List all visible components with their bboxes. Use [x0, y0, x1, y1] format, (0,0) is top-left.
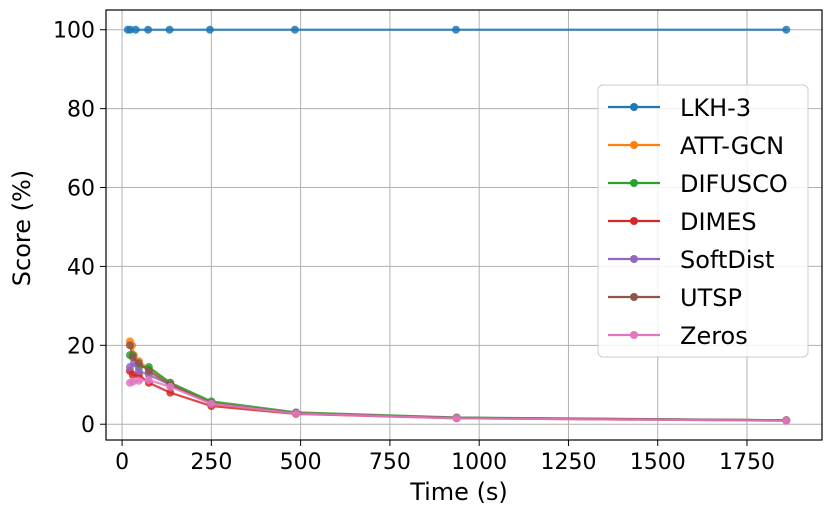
series-line-dimes [129, 370, 787, 422]
x-tick-label: 1500 [630, 450, 686, 475]
data-point-lkh-3 [205, 25, 214, 34]
series-zeros [125, 376, 791, 425]
data-point-zeros [166, 382, 175, 391]
y-tick-label: 40 [67, 255, 95, 280]
y-axis-label: Score (%) [8, 170, 36, 286]
legend-marker [630, 103, 638, 111]
x-tick-label: 500 [280, 450, 322, 475]
legend-marker [630, 255, 638, 263]
legend-label: UTSP [680, 284, 742, 312]
legend-item-lkh-3: LKH-3 [608, 94, 751, 122]
series-line-softdist [129, 361, 787, 422]
legend-label: DIFUSCO [680, 170, 788, 198]
legend-item-dimes: DIMES [608, 208, 757, 236]
data-point-lkh-3 [290, 25, 299, 34]
legend-label: Zeros [680, 322, 748, 350]
legend-label: ATT-GCN [680, 132, 784, 160]
series-line-difusco [129, 354, 787, 422]
y-tick-label: 100 [53, 19, 95, 44]
y-tick-label: 0 [81, 413, 95, 438]
data-point-utsp [134, 359, 143, 368]
series-lkh-3 [123, 25, 791, 34]
y-tick-label: 80 [67, 98, 95, 123]
legend-item-zeros: Zeros [608, 322, 748, 350]
x-axis-label: Time (s) [409, 478, 508, 506]
x-tick-label: 250 [190, 450, 232, 475]
legend-marker [630, 331, 638, 339]
data-point-zeros [144, 376, 153, 385]
data-point-lkh-3 [165, 25, 174, 34]
data-point-zeros [782, 416, 791, 425]
x-tick-label: 750 [369, 450, 411, 475]
data-point-softdist [134, 366, 143, 375]
legend-item-att-gcn: ATT-GCN [608, 132, 784, 160]
data-point-zeros [207, 399, 216, 408]
data-point-zeros [452, 414, 461, 423]
legend-marker [630, 141, 638, 149]
x-tick-label: 1750 [719, 450, 775, 475]
series-difusco [125, 351, 791, 425]
legend-label: SoftDist [680, 246, 774, 274]
legend-box [597, 84, 809, 358]
data-point-lkh-3 [131, 25, 140, 34]
data-point-zeros [128, 377, 137, 386]
legend-item-difusco: DIFUSCO [608, 170, 788, 198]
data-point-utsp [125, 341, 134, 350]
plot-frame [105, 9, 823, 441]
series-group [123, 25, 791, 425]
data-point-utsp [144, 366, 153, 375]
data-point-dimes [128, 370, 137, 379]
data-point-zeros [134, 376, 143, 385]
data-point-lkh-3 [451, 25, 460, 34]
legend-marker [630, 179, 638, 187]
x-tick-label: 1250 [540, 450, 596, 475]
data-point-zeros [291, 409, 300, 418]
data-point-lkh-3 [782, 25, 791, 34]
legend-label: LKH-3 [680, 94, 751, 122]
legend-label: DIMES [680, 208, 757, 236]
legend-marker [630, 293, 638, 301]
y-tick-label: 60 [67, 177, 95, 202]
data-point-utsp [128, 353, 137, 362]
x-tick-label: 1000 [451, 450, 507, 475]
legend-marker [630, 217, 638, 225]
y-tick-label: 20 [67, 334, 95, 359]
legend-item-softdist: SoftDist [608, 246, 774, 274]
x-tick-label: 0 [115, 450, 129, 475]
data-point-dimes [166, 388, 175, 397]
legend-item-utsp: UTSP [608, 284, 742, 312]
data-point-lkh-3 [144, 25, 153, 34]
legend: LKH-3 ATT-GCN DIFUSCO DIMES SoftDist UTSP Zero… [597, 84, 809, 358]
axis-ticks: 0 250 500 750 1000 1250 1500 1750 0 20 40 60 80 100 [53, 19, 775, 475]
